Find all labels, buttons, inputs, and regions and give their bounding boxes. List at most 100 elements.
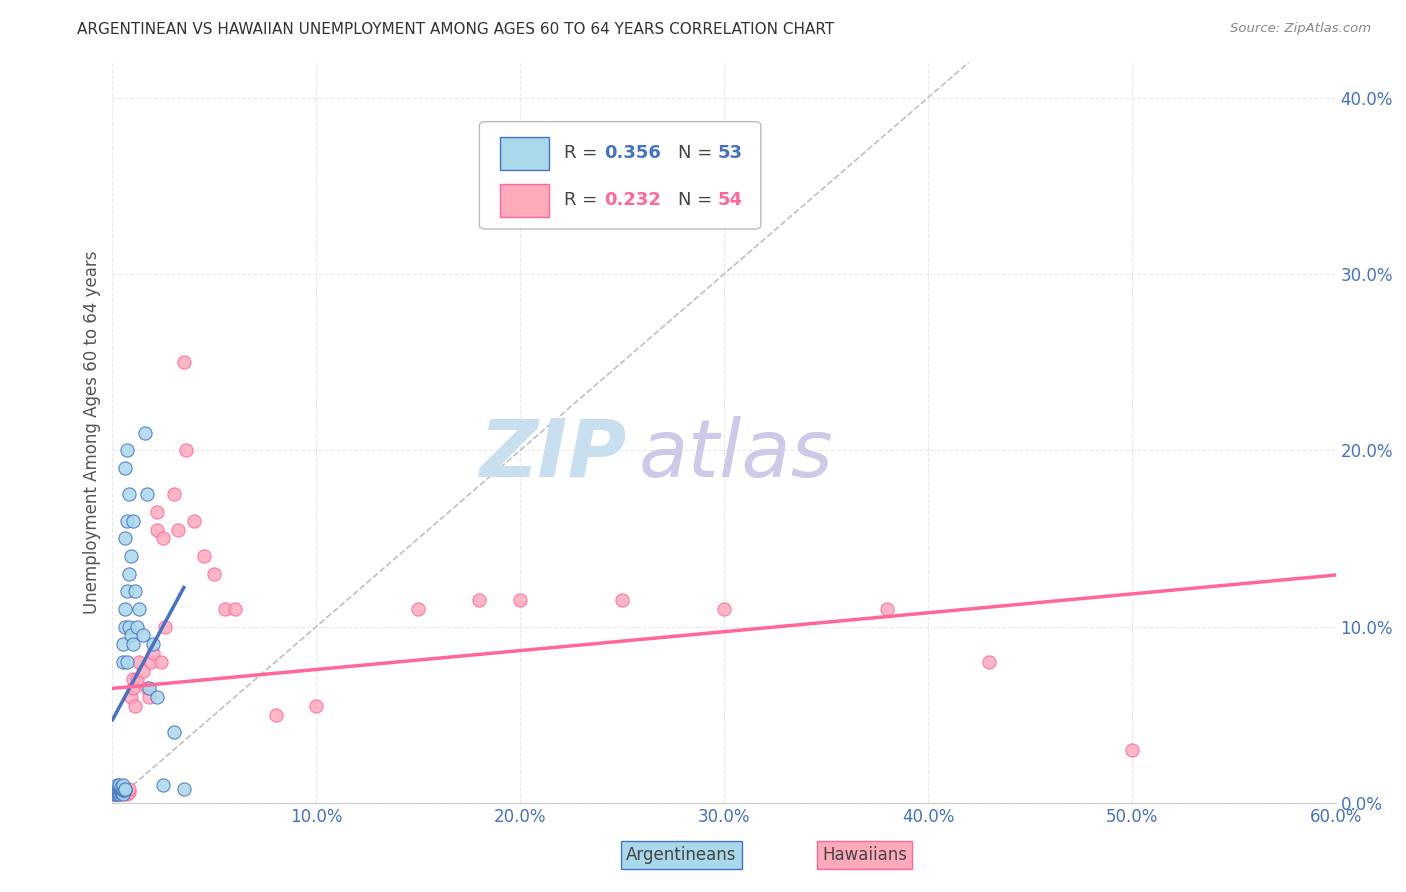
Point [122,514,145,528]
Text: Hawaiians: Hawaiians [823,846,907,863]
Point [193,549,215,563]
Point [107,785,129,799]
Point [111,783,134,797]
Point [1121,743,1143,757]
Point [107,778,129,792]
Point [115,443,138,458]
Point [224,602,246,616]
Point [128,602,150,616]
Point [114,602,136,616]
Point [134,425,156,440]
Text: ZIP: ZIP [479,416,626,494]
Text: 0.356: 0.356 [605,145,661,162]
Point [114,781,136,796]
Point [110,787,132,801]
Point [103,787,125,801]
Point [103,787,125,801]
Point [103,785,125,799]
Text: N =: N = [678,145,717,162]
Point [118,619,141,633]
Point [103,785,125,799]
Point [115,783,138,797]
Point [173,355,195,369]
Point [118,566,141,581]
Point [103,781,125,796]
Point [107,781,129,796]
Point [146,523,169,537]
Point [183,514,205,528]
Point [111,655,134,669]
Point [152,532,174,546]
Text: Argentineans: Argentineans [626,846,737,863]
Point [120,549,142,563]
Point [110,783,132,797]
Text: R =: R = [564,191,603,210]
Point [105,785,128,799]
Point [125,673,148,687]
Point [115,584,138,599]
Text: atlas: atlas [638,416,834,494]
Point [103,783,125,797]
Point [114,781,136,796]
Point [115,655,138,669]
Point [120,690,142,704]
Point [174,443,197,458]
Point [138,681,160,696]
Point [107,787,129,801]
Point [136,681,159,696]
Point [111,785,134,799]
Point [103,783,125,797]
Point [107,780,129,794]
Point [105,781,128,796]
Bar [501,136,550,170]
Point [163,725,186,739]
Point [125,619,148,633]
Point [136,487,159,501]
Point [155,619,177,633]
Point [141,655,163,669]
Point [111,778,134,792]
Point [150,655,173,669]
Point [122,673,145,687]
Point [152,778,174,792]
Text: 54: 54 [718,191,742,210]
FancyBboxPatch shape [479,121,761,229]
Point [138,690,160,704]
Text: R =: R = [564,145,603,162]
Point [264,707,287,722]
Point [105,787,128,801]
Point [146,690,169,704]
Point [111,781,134,796]
Point [146,505,169,519]
Point [114,785,136,799]
Point [876,602,898,616]
Point [142,646,165,660]
Point [118,781,141,796]
Point [124,698,146,713]
Point [105,783,128,797]
Point [122,637,145,651]
Point [118,785,141,799]
Point [173,781,195,796]
Point [105,778,128,792]
Point [120,628,142,642]
Point [166,523,188,537]
Point [118,487,141,501]
Point [111,787,134,801]
Text: N =: N = [678,191,717,210]
Point [979,655,1001,669]
Point [713,602,735,616]
Point [107,785,129,799]
Point [111,783,134,797]
Point [122,681,145,696]
Point [509,593,531,607]
Point [111,781,134,796]
Text: Source: ZipAtlas.com: Source: ZipAtlas.com [1230,22,1371,36]
Text: 0.232: 0.232 [605,191,661,210]
Bar [501,184,550,217]
Point [110,781,132,796]
Point [114,619,136,633]
Point [115,787,138,801]
Point [107,781,129,796]
Point [114,783,136,797]
